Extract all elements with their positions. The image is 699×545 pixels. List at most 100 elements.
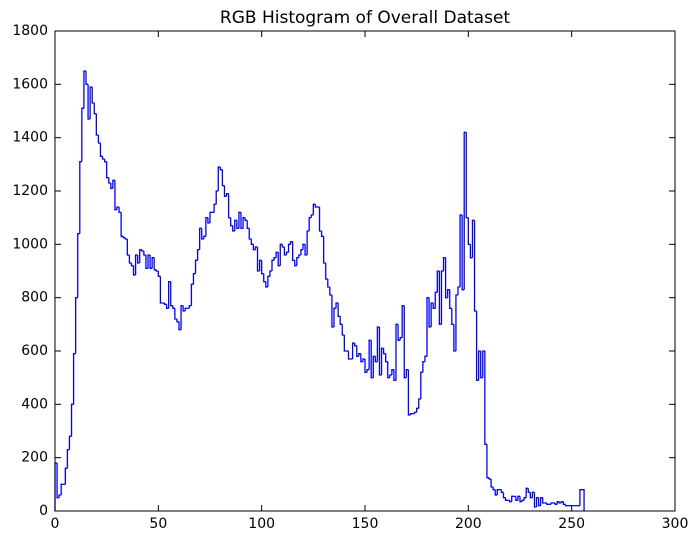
histogram-step (85, 71, 89, 85)
histogram-step (232, 225, 235, 232)
histogram-step (434, 291, 438, 309)
histogram-step (354, 343, 357, 347)
histogram-step (236, 220, 239, 229)
histogram-step (370, 340, 374, 379)
histogram-step (562, 501, 566, 505)
histogram-step (405, 369, 409, 378)
histogram-step (190, 283, 194, 306)
histogram-step (240, 212, 244, 229)
histogram-step (341, 324, 345, 336)
histogram-step (126, 239, 130, 256)
histogram-step (409, 413, 413, 415)
histogram-step (339, 316, 343, 325)
histogram-step (66, 449, 70, 469)
histogram-step (163, 303, 167, 305)
histogram-step (287, 243, 291, 253)
histogram-step (440, 270, 444, 325)
histogram-step (110, 183, 113, 189)
histogram-step (296, 257, 299, 266)
histogram-step (465, 132, 469, 219)
histogram-step (120, 212, 124, 237)
histogram-step (213, 203, 217, 213)
histogram-step (174, 308, 177, 320)
histogram-step (60, 483, 64, 495)
histogram-step (294, 260, 297, 267)
histogram-step (515, 496, 518, 501)
histogram-step (153, 257, 157, 271)
histogram-step (492, 487, 496, 491)
histogram-step (114, 180, 117, 211)
histogram-step (387, 361, 390, 379)
histogram-step (145, 255, 148, 269)
histogram-step (221, 169, 225, 187)
histogram-step (215, 190, 219, 205)
histogram-step (289, 241, 293, 245)
histogram-step (382, 348, 386, 355)
histogram-step (582, 489, 585, 511)
histogram-step (554, 503, 558, 505)
histogram-step (170, 281, 173, 307)
histogram-step (490, 479, 494, 488)
histogram-step (267, 275, 270, 287)
histogram-step (234, 219, 237, 231)
y-tick-label: 800 (21, 290, 48, 306)
histogram-step (116, 206, 120, 210)
histogram-step (358, 353, 361, 357)
histogram-step (182, 305, 186, 312)
histogram-step (366, 369, 370, 373)
histogram-step (351, 342, 355, 359)
histogram-step (391, 369, 394, 375)
histogram-step (205, 217, 208, 237)
histogram-step (261, 260, 264, 275)
histogram-step (393, 369, 396, 381)
histogram-step (248, 228, 252, 240)
histogram-step (97, 135, 101, 144)
histogram-step (422, 361, 425, 373)
histogram-step (360, 353, 363, 363)
histogram-step (281, 244, 285, 248)
histogram-step (103, 159, 107, 163)
histogram-step (219, 167, 223, 171)
histogram-step (89, 86, 93, 119)
histogram-step (318, 207, 322, 232)
histogram-step (380, 347, 384, 375)
histogram-step (149, 255, 153, 269)
histogram-step (376, 326, 380, 362)
histogram-step (306, 230, 310, 255)
histogram-step (556, 501, 560, 505)
histogram-step (292, 241, 295, 261)
histogram-step (217, 166, 221, 191)
histogram-step (95, 113, 99, 136)
y-tick-label: 0 (39, 503, 48, 519)
histogram-step (323, 236, 326, 264)
histogram-step (426, 297, 430, 357)
histogram-step (99, 143, 103, 157)
histogram-step (112, 179, 115, 189)
histogram-step (75, 297, 78, 354)
histogram-step (201, 228, 204, 240)
histogram-step (368, 339, 372, 370)
histogram-step (58, 494, 62, 498)
histogram-step (269, 270, 272, 277)
histogram-step (521, 499, 525, 502)
histogram-step (374, 356, 378, 363)
histogram-step (298, 254, 301, 258)
histogram-step (314, 204, 318, 208)
histogram-step (509, 500, 512, 503)
histogram-step (453, 324, 456, 352)
histogram-step (416, 407, 419, 413)
histogram-step (159, 276, 163, 304)
histogram-step (147, 254, 151, 269)
histogram-step (325, 263, 328, 280)
histogram-step (77, 233, 80, 298)
histogram-step (564, 504, 568, 507)
histogram-step (101, 156, 105, 160)
histogram-step (275, 251, 279, 258)
histogram-step (457, 286, 461, 295)
histogram-step (132, 265, 136, 276)
histogram-step (244, 217, 248, 221)
histogram-step (475, 311, 479, 381)
y-tick-label: 1400 (12, 130, 48, 146)
histogram-step (428, 297, 432, 328)
